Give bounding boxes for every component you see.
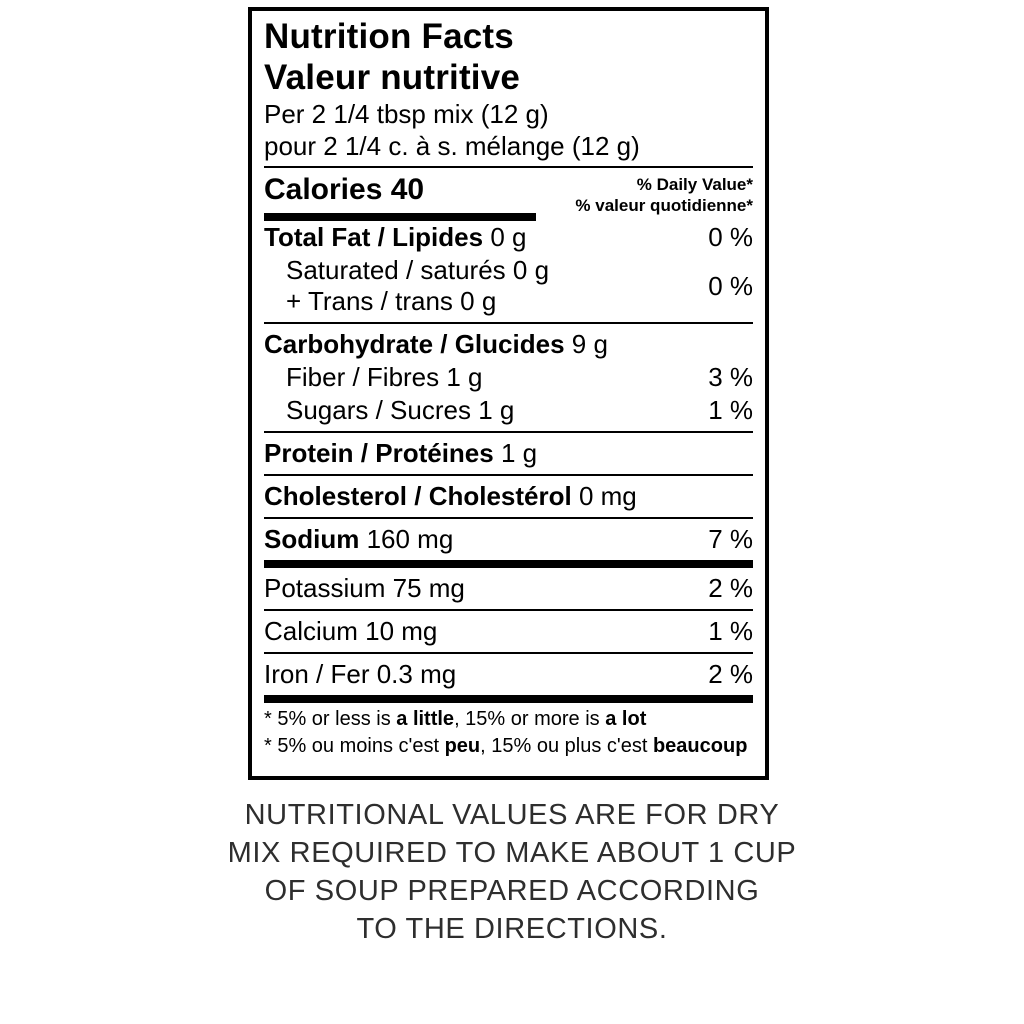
preparation-note: NUTRITIONAL VALUES ARE FOR DRY MIX REQUI… bbox=[0, 796, 1024, 948]
serving-size-en: Per 2 1/4 tbsp mix (12 g) bbox=[264, 99, 549, 129]
nutrient-percent: 2 % bbox=[708, 573, 753, 603]
nutrient-name: Cholesterol / Cholestérol 0 mg bbox=[264, 481, 637, 511]
row-protein: Protein / Protéines 1 g bbox=[264, 437, 753, 470]
divider-thin bbox=[264, 322, 753, 324]
nutrient-name: Total Fat / Lipides 0 g bbox=[264, 222, 527, 252]
calories-value: Calories 40 bbox=[264, 173, 425, 206]
label-title-fr: Valeur nutritive bbox=[264, 58, 521, 97]
nutrient-percent: 0 % bbox=[708, 270, 753, 301]
serving-size-fr: pour 2 1/4 c. à s. mélange (12 g) bbox=[264, 131, 640, 161]
row-iron: Iron / Fer 0.3 mg 2 % bbox=[264, 658, 753, 691]
preparation-note-line: OF SOUP PREPARED ACCORDING bbox=[264, 875, 760, 907]
calories-row: Calories 40 % Daily Value* % valeur quot… bbox=[264, 172, 753, 221]
divider-thin bbox=[264, 474, 753, 476]
row-total-fat: Total Fat / Lipides 0 g 0 % bbox=[264, 221, 753, 254]
row-carbohydrate: Carbohydrate / Glucides 9 g bbox=[264, 328, 753, 361]
nutrient-percent: 2 % bbox=[708, 659, 753, 689]
row-cholesterol: Cholesterol / Cholestérol 0 mg bbox=[264, 480, 753, 513]
row-fiber: Fiber / Fibres 1 g 3 % bbox=[264, 361, 753, 394]
nutrient-percent: 3 % bbox=[708, 362, 753, 392]
row-sodium: Sodium 160 mg 7 % bbox=[264, 523, 753, 556]
nutrient-name: Fiber / Fibres 1 g bbox=[286, 362, 483, 392]
row-saturated-trans: Saturated / saturés 0 g + Trans / trans … bbox=[264, 254, 753, 318]
calories-underline-bar bbox=[264, 213, 536, 221]
nutrient-name: Calcium 10 mg bbox=[264, 616, 438, 646]
nutrient-name: Protein / Protéines 1 g bbox=[264, 438, 538, 468]
row-calcium: Calcium 10 mg 1 % bbox=[264, 615, 753, 648]
divider-thick bbox=[264, 695, 753, 703]
preparation-note-line: MIX REQUIRED TO MAKE ABOUT 1 CUP bbox=[227, 837, 797, 869]
nutrient-name: Carbohydrate / Glucides 9 g bbox=[264, 329, 608, 359]
nutrient-name: Iron / Fer 0.3 mg bbox=[264, 659, 457, 689]
footnote-fr: * 5% ou moins c'est peu, 15% ou plus c'e… bbox=[264, 735, 748, 757]
row-potassium: Potassium 75 mg 2 % bbox=[264, 572, 753, 605]
nutrient-percent: 0 % bbox=[708, 222, 753, 252]
daily-value-en: % Daily Value* bbox=[636, 175, 753, 194]
nutrient-percent: 1 % bbox=[708, 395, 753, 425]
nutrient-name: Sodium 160 mg bbox=[264, 524, 454, 554]
label-title-en: Nutrition Facts bbox=[264, 17, 514, 56]
nutrient-percent: 1 % bbox=[708, 616, 753, 646]
divider-thin bbox=[264, 431, 753, 433]
daily-value-fr: % valeur quotidienne* bbox=[575, 196, 753, 215]
divider-thin bbox=[264, 652, 753, 654]
nutrition-facts-label: Nutrition Facts Valeur nutritive Per 2 1… bbox=[248, 7, 769, 780]
preparation-note-line: NUTRITIONAL VALUES ARE FOR DRY bbox=[244, 799, 780, 831]
daily-value-header: % Daily Value* % valeur quotidienne* bbox=[575, 172, 753, 216]
nutrient-name: Potassium 75 mg bbox=[264, 573, 465, 603]
footnote-en: * 5% or less is a little, 15% or more is… bbox=[264, 708, 647, 730]
divider-thick bbox=[264, 560, 753, 568]
nutrient-name: Saturated / saturés 0 g + Trans / trans … bbox=[286, 255, 550, 316]
nutrient-percent: 7 % bbox=[708, 524, 753, 554]
calories-block: Calories 40 bbox=[264, 172, 536, 221]
divider-thin bbox=[264, 517, 753, 519]
divider-thin bbox=[264, 166, 753, 168]
nutrient-name: Sugars / Sucres 1 g bbox=[286, 395, 515, 425]
divider-thin bbox=[264, 609, 753, 611]
preparation-note-line: TO THE DIRECTIONS. bbox=[356, 913, 668, 945]
row-sugars: Sugars / Sucres 1 g 1 % bbox=[264, 394, 753, 427]
